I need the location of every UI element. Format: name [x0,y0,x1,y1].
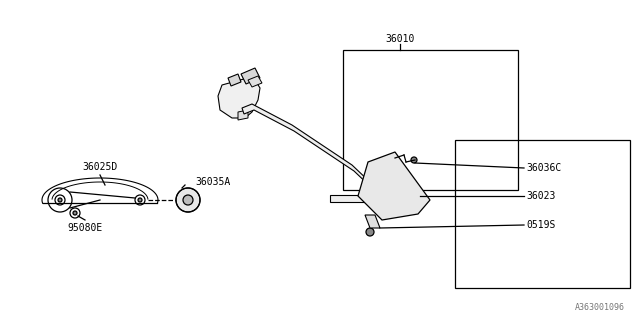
Text: 95080E: 95080E [67,223,102,233]
Circle shape [138,198,142,202]
Polygon shape [242,104,374,190]
Bar [455,140,630,288]
Circle shape [411,157,417,163]
Text: 36023: 36023 [526,191,556,201]
Circle shape [183,195,193,205]
Text: 36036C: 36036C [526,163,561,173]
Text: 36035A: 36035A [195,177,230,187]
Circle shape [176,188,200,212]
Polygon shape [241,68,260,84]
Polygon shape [228,74,241,86]
Polygon shape [365,215,380,228]
Circle shape [243,85,248,91]
Text: 36025D: 36025D [83,162,118,172]
Polygon shape [358,152,430,220]
Circle shape [58,198,62,202]
Circle shape [73,211,77,215]
Bar [343,50,518,190]
Polygon shape [330,195,395,202]
Polygon shape [218,78,260,118]
Text: 0519S: 0519S [526,220,556,230]
Circle shape [366,228,374,236]
Text: 36010: 36010 [385,34,415,44]
Polygon shape [238,110,248,120]
Text: A363001096: A363001096 [575,303,625,312]
Polygon shape [248,76,262,87]
